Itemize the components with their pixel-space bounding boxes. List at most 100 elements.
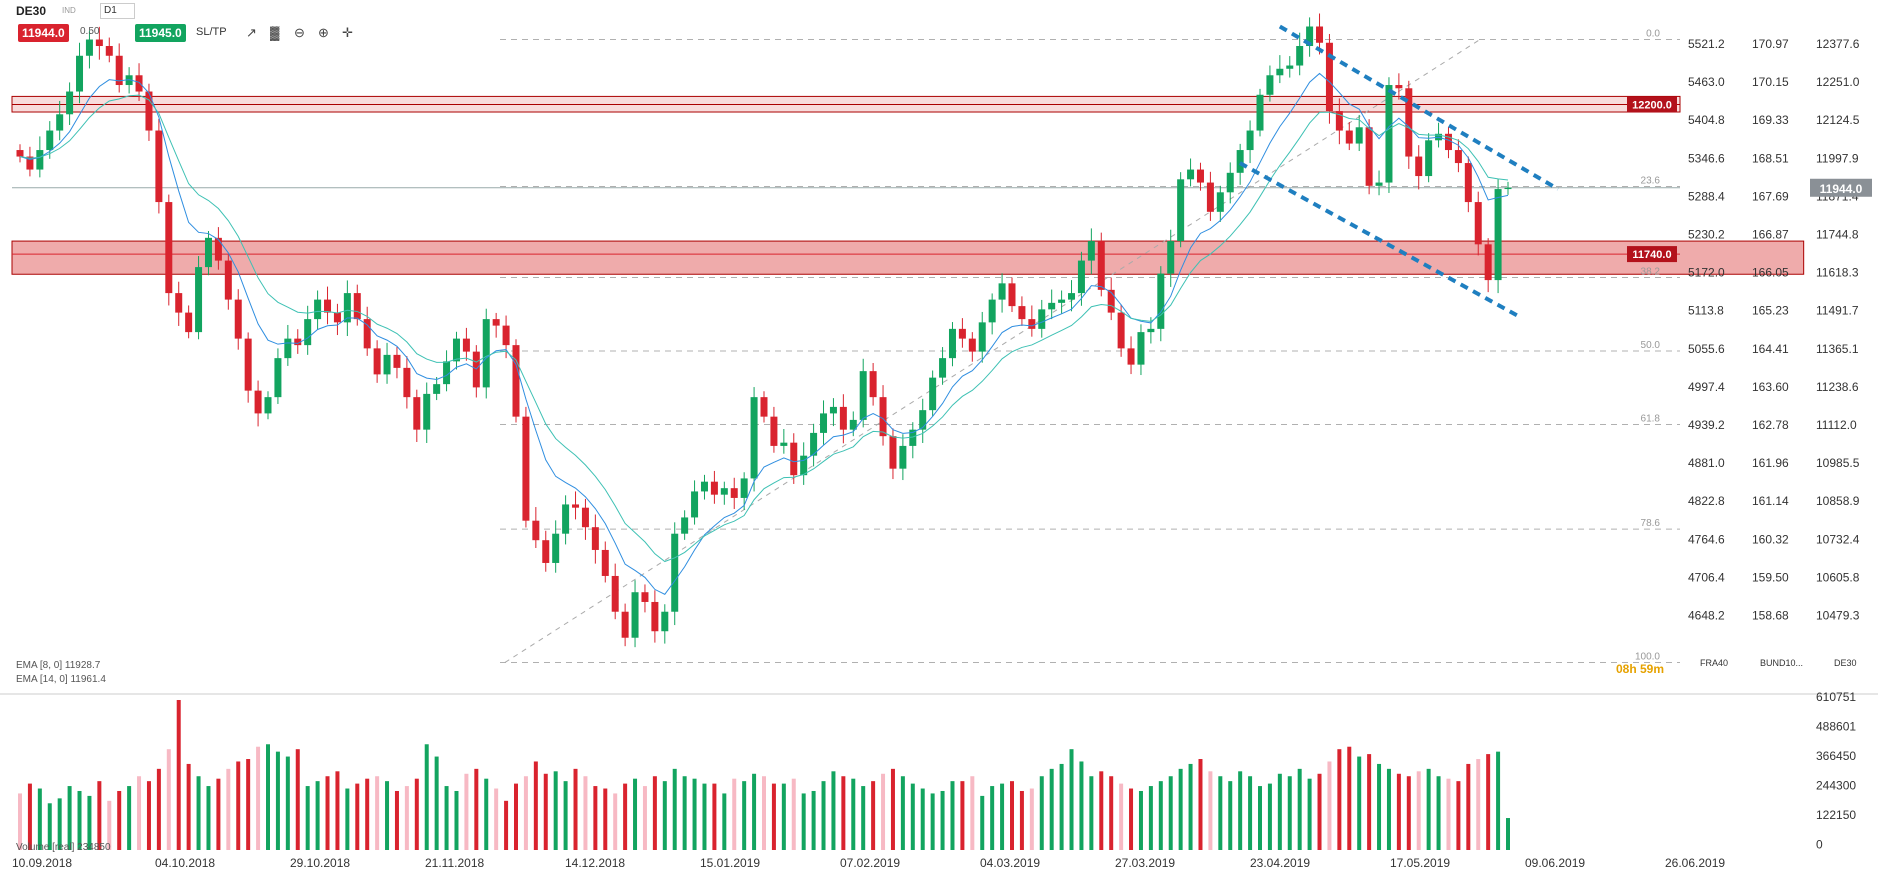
- x-axis-label: 15.01.2019: [700, 856, 760, 870]
- ema14-legend[interactable]: EMA [14, 0] 11961.4: [16, 674, 106, 685]
- candle-body: [889, 436, 897, 469]
- price-axis-label: 11618.3: [1816, 266, 1859, 280]
- ema8-legend[interactable]: EMA [8, 0] 11928.7: [16, 660, 101, 671]
- buy-button[interactable]: 11945.0: [135, 24, 186, 42]
- volume-bar: [1476, 759, 1481, 850]
- candle-body: [433, 384, 441, 394]
- candle-body: [1206, 182, 1214, 212]
- volume-bar: [226, 768, 231, 850]
- candle: [641, 584, 649, 613]
- volume-bar: [1178, 768, 1183, 850]
- candle-body: [125, 75, 133, 86]
- candle: [750, 387, 758, 492]
- alt-axis-2-label: 163.60: [1752, 380, 1789, 394]
- candle: [710, 470, 718, 504]
- candle: [1008, 277, 1016, 312]
- sltp-button[interactable]: SL/TP: [196, 26, 227, 38]
- volume-bar: [27, 783, 32, 850]
- candle-body: [492, 319, 500, 326]
- volume-legend[interactable]: Volume [real] 234850: [16, 842, 111, 853]
- volume-bar: [47, 803, 52, 850]
- compare-tab-fra40[interactable]: FRA40: [1700, 658, 1729, 668]
- candle: [165, 194, 173, 306]
- volume-bar: [1148, 786, 1153, 850]
- line-chart-icon[interactable]: ↗: [246, 25, 257, 40]
- fib-level-label: 78.6: [1641, 518, 1661, 529]
- alt-axis-2-label: 162.78: [1752, 418, 1789, 432]
- candle: [56, 100, 64, 141]
- candle-body: [155, 130, 163, 203]
- candle: [1266, 65, 1274, 102]
- volume-bar: [910, 783, 915, 850]
- volume-bar: [335, 771, 340, 850]
- candle: [492, 312, 500, 338]
- candle: [909, 422, 917, 459]
- candle-body: [1365, 127, 1373, 186]
- compare-tab-de30[interactable]: DE30: [1834, 658, 1857, 668]
- candles-icon[interactable]: ▓: [270, 25, 280, 40]
- alt-axis-1-label: 4939.2: [1688, 418, 1725, 432]
- candle-body: [1395, 85, 1403, 89]
- candle: [1286, 56, 1294, 78]
- candle-body: [1097, 241, 1105, 290]
- level-tag-label: 11740.0: [1632, 249, 1671, 261]
- candle: [1058, 290, 1066, 314]
- volume-bar: [1317, 773, 1322, 850]
- candle: [1038, 299, 1046, 338]
- crosshair-icon[interactable]: ✛: [342, 25, 353, 40]
- volume-bar: [881, 773, 886, 850]
- volume-bar: [662, 781, 667, 850]
- candle-body: [522, 416, 530, 521]
- candle: [333, 303, 341, 336]
- zoom-in-icon[interactable]: ⊕: [318, 25, 329, 40]
- candle-body: [1038, 309, 1046, 329]
- candle: [1395, 73, 1403, 100]
- candle-body: [780, 442, 788, 446]
- candle: [532, 507, 540, 548]
- candle-body: [1048, 302, 1056, 310]
- alt-axis-1-label: 5346.6: [1688, 151, 1725, 165]
- alt-axis-1-label: 5404.8: [1688, 113, 1725, 127]
- volume-bar: [1337, 749, 1342, 850]
- volume-bar: [1039, 776, 1044, 850]
- zoom-out-icon[interactable]: ⊖: [294, 25, 305, 40]
- candle-body: [572, 504, 580, 508]
- alt-axis-1-label: 5288.4: [1688, 189, 1725, 203]
- compare-tab-bund10[interactable]: BUND10...: [1760, 658, 1804, 668]
- symbol-type: IND: [62, 6, 76, 15]
- volume-bar: [404, 786, 409, 850]
- alt-axis-1-label: 5113.8: [1688, 304, 1724, 318]
- alt-axis-1-label: 5230.2: [1688, 228, 1725, 242]
- volume-bar: [97, 781, 102, 850]
- candle-body: [363, 319, 371, 349]
- volume-bar: [871, 781, 876, 850]
- volume-bar: [1109, 776, 1114, 850]
- x-axis-label: 09.06.2019: [1525, 856, 1585, 870]
- candle-body: [165, 202, 173, 294]
- volume-bar: [305, 786, 310, 850]
- volume-bar: [960, 781, 965, 850]
- candle: [929, 370, 937, 417]
- candle-body: [304, 319, 312, 346]
- timeframe-select[interactable]: D1: [100, 3, 135, 19]
- channel-lower-line: [1238, 161, 1519, 318]
- candle-body: [413, 397, 421, 430]
- alt-axis-1-label: 4764.6: [1688, 532, 1725, 546]
- alt-axis-2-label: 166.05: [1752, 266, 1789, 280]
- sell-button[interactable]: 11944.0: [18, 24, 69, 42]
- candle-body: [294, 338, 302, 346]
- candle-body: [1375, 182, 1383, 186]
- volume-bar: [504, 800, 509, 850]
- volume-bar: [702, 783, 707, 850]
- candle: [879, 385, 887, 446]
- symbol-name[interactable]: DE30: [16, 4, 47, 18]
- volume-bar: [1168, 776, 1173, 850]
- volume-bar: [1010, 781, 1014, 850]
- candle-body: [581, 507, 589, 528]
- volume-bar: [1059, 763, 1064, 850]
- alt-axis-1-label: 4881.0: [1688, 456, 1725, 470]
- volume-bar: [940, 790, 945, 850]
- candle: [26, 146, 34, 177]
- candle: [482, 308, 490, 399]
